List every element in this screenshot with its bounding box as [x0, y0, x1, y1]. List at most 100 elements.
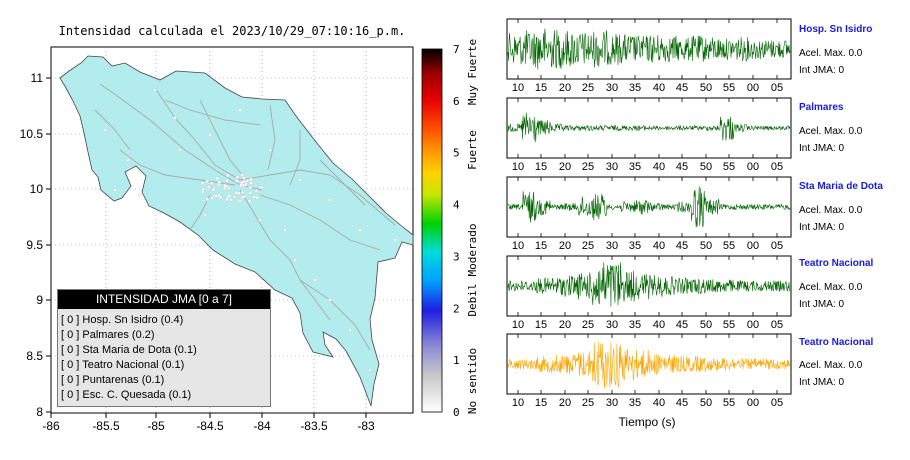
station-marker [126, 158, 130, 162]
colorbar-tick-label: 7 [453, 43, 460, 56]
colorbar-tick-label: 6 [453, 95, 460, 108]
time-tick-label: 30 [606, 240, 618, 252]
time-tick-label: 15 [535, 82, 547, 94]
time-tick-label: 15 [535, 161, 547, 173]
time-tick-label: 25 [582, 161, 594, 173]
time-tick-label: 50 [700, 319, 712, 331]
colorbar-tick-label: 1 [453, 354, 460, 367]
legend-list: [ 0 ] Hosp. Sn Isidro (0.4) [ 0 ] Palmar… [61, 313, 270, 403]
time-tick-label: 30 [606, 319, 618, 331]
time-tick-label: 50 [700, 240, 712, 252]
station-marker [240, 173, 244, 177]
waveform-panel: 10 15 20 25 30 35 40 45 50 55 00 05 [506, 18, 792, 94]
station-marker [393, 238, 397, 242]
station-acel: Acel. Max. 0.0 [799, 360, 863, 371]
station-jma: Int JMA: 0 [799, 377, 845, 388]
time-tick-label: 45 [676, 397, 688, 409]
time-tick-label: 25 [582, 319, 594, 331]
station-marker [103, 128, 107, 132]
station-jma: Int JMA: 0 [799, 299, 845, 310]
map-title: Intensidad calculada el 2023/10/29_07:10… [59, 24, 406, 38]
station-markers [103, 88, 397, 372]
time-tick-label: 45 [676, 240, 688, 252]
station-marker [368, 368, 372, 372]
station-marker [178, 148, 182, 152]
colorbar-category-label: Fuerte [466, 130, 479, 170]
station-marker [217, 180, 221, 185]
station-jma: Int JMA: 0 [799, 143, 845, 154]
station-marker [248, 185, 252, 190]
station-marker [283, 228, 287, 232]
time-tick-label: 00 [747, 82, 759, 94]
y-tick-label: 9.5 [26, 238, 43, 252]
waveform-trace [507, 186, 791, 228]
station-marker [224, 184, 229, 188]
map-x-axis: -86 -85.5 -85 -84.5 -84 -83.5 -83 [42, 413, 375, 433]
waveform-trace [507, 112, 791, 143]
colorbar-labels: Muy Fuerte Fuerte Moderado Debil No sentido [466, 39, 479, 414]
time-tick-label: 40 [653, 161, 665, 173]
x-tick-label: -84 [253, 419, 271, 433]
colorbar-ticks: 7 6 5 4 3 2 1 0 [453, 43, 460, 419]
legend-title: INTENSIDAD JMA [0 a 7] [58, 290, 270, 309]
intensity-legend: INTENSIDAD JMA [0 a 7] [ 0 ] Hosp. Sn Is… [57, 289, 271, 407]
station-acel: Acel. Max. 0.0 [799, 126, 863, 137]
time-tick-label: 00 [747, 161, 759, 173]
y-tick-label: 10 [30, 182, 44, 196]
time-tick-label: 25 [582, 82, 594, 94]
station-jma: Int JMA: 0 [799, 222, 845, 233]
station-marker [293, 258, 297, 262]
x-tick-label: -83 [357, 419, 375, 433]
station-acel: Acel. Max. 0.0 [799, 205, 863, 216]
station-marker [268, 148, 272, 152]
station-marker [328, 198, 332, 202]
station-marker [234, 191, 239, 195]
station-acel: Acel. Max. 0.0 [799, 48, 863, 59]
station-marker [242, 194, 247, 199]
station-name: Teatro Nacional [799, 337, 874, 348]
time-tick-label: 25 [582, 240, 594, 252]
station-marker [201, 189, 205, 194]
colorbar-tick-label: 2 [453, 302, 460, 315]
station-marker [218, 195, 223, 200]
colorbar-tick-label: 4 [453, 199, 460, 212]
road [94, 109, 131, 151]
y-tick-label: 8.5 [26, 349, 43, 363]
station-marker [259, 186, 264, 190]
time-tick-label: 50 [700, 397, 712, 409]
road [154, 87, 241, 181]
time-tick-label: 20 [559, 161, 571, 173]
time-tick-label: 15 [535, 397, 547, 409]
legend-item: [ 0 ] Puntarenas (0.1) [61, 374, 165, 386]
legend-item: [ 0 ] Sta Maria de Dota (0.1) [61, 344, 197, 356]
time-tick-label: 00 [747, 240, 759, 252]
waveform-panel: 10 15 20 25 30 35 40 45 50 55 00 05 [506, 176, 792, 252]
time-tick-label: 10 [512, 82, 524, 94]
road [319, 159, 366, 206]
station-marker [227, 194, 231, 198]
time-tick-label: 20 [559, 319, 571, 331]
station-jma: Int JMA: 0 [799, 65, 845, 76]
colorbar-category-label: No sentido [466, 348, 479, 414]
time-tick-label: 15 [535, 240, 547, 252]
waveform-panels: 10 15 20 25 30 35 40 45 50 55 00 05 10 15 20 25 30 35 40 45… [506, 18, 792, 409]
map-y-axis: 11 10.5 10 9.5 9 8.5 8 [20, 71, 51, 419]
station-name: Palmares [799, 102, 844, 113]
station-marker [247, 199, 252, 203]
time-tick-label: 40 [653, 240, 665, 252]
station-marker [200, 181, 205, 186]
time-tick-label: 20 [559, 397, 571, 409]
time-tick-label: 55 [723, 240, 735, 252]
time-tick-label: 05 [771, 82, 783, 94]
station-marker [240, 190, 245, 195]
colorbar-tick-label: 5 [453, 147, 460, 160]
station-marker [113, 188, 117, 192]
station-marker [214, 194, 218, 198]
time-tick-label: 30 [606, 161, 618, 173]
time-tick-label: 00 [747, 397, 759, 409]
time-tick-label: 55 [723, 82, 735, 94]
time-tick-label: 05 [771, 319, 783, 331]
road [239, 189, 331, 321]
road [267, 104, 276, 171]
time-tick-label: 10 [512, 319, 524, 331]
